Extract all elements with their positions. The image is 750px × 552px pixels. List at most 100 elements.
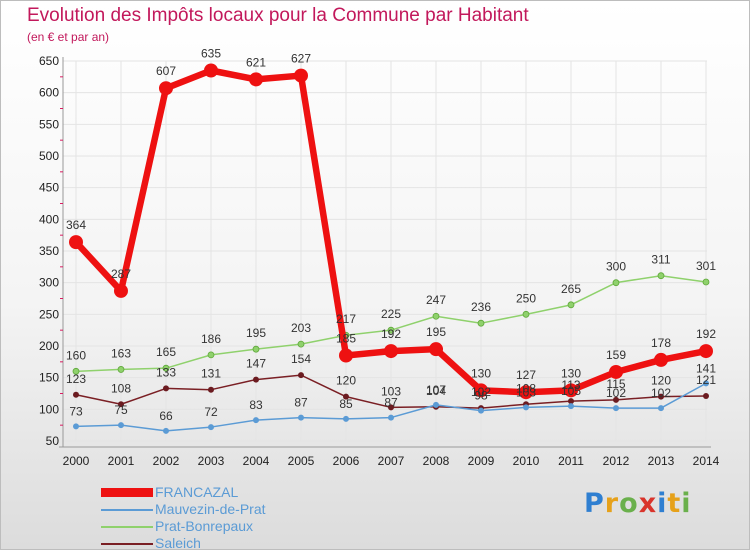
data-label-prat-bonrepaux: 160 <box>66 348 86 362</box>
data-label-mauvezin-de-prat: 87 <box>294 396 308 410</box>
data-label-mauvezin-de-prat: 66 <box>159 409 173 423</box>
data-point-francazal <box>564 383 578 398</box>
data-point-prat-bonrepaux <box>207 351 215 359</box>
data-point-saleich <box>163 385 169 392</box>
data-label-mauvezin-de-prat: 107 <box>426 383 446 397</box>
data-label-saleich: 154 <box>291 352 311 366</box>
data-point-francazal <box>654 352 668 367</box>
data-point-francazal <box>114 283 128 298</box>
y-tick-label: 200 <box>39 339 59 353</box>
x-tick-label: 2001 <box>108 454 135 468</box>
data-label-prat-bonrepaux: 236 <box>471 300 491 314</box>
data-label-prat-bonrepaux: 265 <box>561 282 581 296</box>
data-point-francazal <box>294 68 308 83</box>
data-label-francazal: 607 <box>156 64 176 78</box>
data-point-saleich <box>658 393 664 400</box>
data-point-francazal <box>519 385 533 400</box>
data-point-prat-bonrepaux <box>702 278 710 286</box>
data-point-mauvezin-de-prat <box>298 414 304 421</box>
data-label-prat-bonrepaux: 300 <box>606 260 626 274</box>
data-point-mauvezin-de-prat <box>478 407 484 414</box>
data-point-mauvezin-de-prat <box>343 415 349 422</box>
data-point-mauvezin-de-prat <box>613 405 619 412</box>
data-label-prat-bonrepaux: 311 <box>651 253 670 267</box>
data-point-saleich <box>73 391 79 398</box>
data-point-mauvezin-de-prat <box>703 380 709 387</box>
chart-subtitle: (en € et par an) <box>27 30 110 44</box>
data-point-prat-bonrepaux <box>522 310 530 318</box>
x-tick-label: 2002 <box>153 454 180 468</box>
data-point-mauvezin-de-prat <box>658 405 664 412</box>
y-tick-label: 150 <box>39 371 59 385</box>
x-tick-label: 2003 <box>198 454 225 468</box>
x-tick-label: 2007 <box>378 454 405 468</box>
data-label-prat-bonrepaux: 250 <box>516 291 536 305</box>
data-point-prat-bonrepaux <box>567 301 575 309</box>
y-tick-label: 500 <box>39 149 59 163</box>
data-point-prat-bonrepaux <box>162 364 170 372</box>
data-label-saleich: 103 <box>381 384 401 398</box>
data-label-francazal: 364 <box>66 218 86 232</box>
x-tick-label: 2004 <box>243 454 270 468</box>
data-point-mauvezin-de-prat <box>118 422 124 429</box>
data-point-francazal <box>69 235 83 250</box>
data-point-saleich <box>118 401 124 408</box>
data-point-francazal <box>204 63 218 78</box>
data-label-saleich: 131 <box>201 367 221 381</box>
data-label-mauvezin-de-prat: 83 <box>249 398 263 412</box>
data-label-francazal: 178 <box>651 336 671 350</box>
legend-swatch <box>101 488 153 497</box>
data-point-mauvezin-de-prat <box>73 423 79 430</box>
data-point-francazal <box>159 81 173 96</box>
data-label-saleich: 123 <box>66 372 86 386</box>
data-point-prat-bonrepaux <box>657 272 665 280</box>
y-tick-label: 600 <box>39 86 59 100</box>
data-label-mauvezin-de-prat: 102 <box>606 386 626 400</box>
data-point-saleich <box>343 393 349 400</box>
data-label-francazal: 185 <box>336 332 356 346</box>
data-point-saleich <box>208 386 214 393</box>
legend-swatch <box>101 542 153 545</box>
data-label-mauvezin-de-prat: 87 <box>384 396 398 410</box>
data-label-francazal: 192 <box>696 327 716 341</box>
data-label-prat-bonrepaux: 165 <box>156 345 176 359</box>
data-point-saleich <box>703 393 709 400</box>
x-tick-label: 2012 <box>603 454 630 468</box>
data-label-saleich: 115 <box>606 377 625 391</box>
data-point-saleich <box>613 396 619 403</box>
data-label-francazal: 127 <box>516 368 536 382</box>
y-tick-label: 300 <box>39 276 59 290</box>
data-label-francazal: 621 <box>246 55 266 69</box>
legend-swatch <box>101 525 153 528</box>
logo-letter: x <box>638 488 658 519</box>
data-point-prat-bonrepaux <box>297 340 305 348</box>
data-label-saleich: 108 <box>516 381 536 395</box>
data-label-prat-bonrepaux: 217 <box>336 312 356 326</box>
legend-label: Saleich <box>155 535 201 551</box>
logo-letter: o <box>619 488 639 519</box>
data-label-saleich: 133 <box>156 365 176 379</box>
data-label-mauvezin-de-prat: 141 <box>696 361 716 375</box>
data-label-saleich: 108 <box>111 381 131 395</box>
data-label-prat-bonrepaux: 247 <box>426 293 446 307</box>
data-point-saleich <box>298 372 304 379</box>
y-tick-label: 550 <box>39 117 59 131</box>
data-point-prat-bonrepaux <box>477 319 485 327</box>
data-label-saleich: 121 <box>696 373 716 387</box>
data-point-saleich <box>388 404 394 411</box>
data-point-francazal <box>249 72 263 87</box>
data-point-mauvezin-de-prat <box>433 401 439 408</box>
x-tick-label: 2008 <box>423 454 450 468</box>
data-label-mauvezin-de-prat: 72 <box>204 405 218 419</box>
logo-letter: i <box>657 488 668 519</box>
logo-letter: i <box>681 488 692 519</box>
data-point-francazal <box>609 364 623 379</box>
data-point-mauvezin-de-prat <box>568 403 574 410</box>
x-tick-label: 2000 <box>63 454 90 468</box>
data-label-saleich: 104 <box>426 384 446 398</box>
data-label-prat-bonrepaux: 163 <box>111 346 131 360</box>
data-point-prat-bonrepaux <box>612 279 620 287</box>
y-tick-label: 350 <box>39 244 59 258</box>
data-point-francazal <box>384 344 398 359</box>
